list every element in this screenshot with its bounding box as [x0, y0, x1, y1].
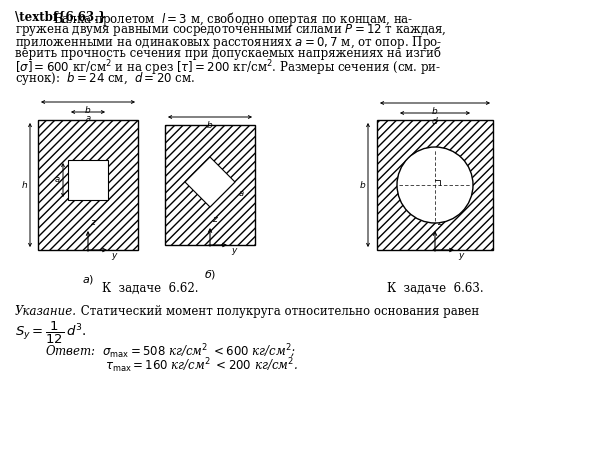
- Text: сунок):  $b = 24$ см,  $d = 20$ см.: сунок): $b = 24$ см, $d = 20$ см.: [15, 70, 195, 87]
- Text: $y$: $y$: [458, 251, 466, 262]
- Text: $d$: $d$: [431, 115, 439, 126]
- Text: гружена двумя равными сосредоточенными силами $P = 12$ т каждая,: гружена двумя равными сосредоточенными с…: [15, 22, 447, 38]
- Text: $h$: $h$: [21, 180, 28, 190]
- Text: $b$: $b$: [359, 180, 366, 190]
- Text: $a$: $a$: [238, 190, 245, 198]
- Bar: [68, 160, 108, 200]
- Text: Ответ:  $\sigma_{\mathrm{max}} = 508$ кг/см$^2$ $< 600$ кг/см$^2$;: Ответ: $\sigma_{\mathrm{max}} = 508$ кг/…: [45, 342, 296, 361]
- Text: К  задаче  6.62.: К задаче 6.62.: [101, 282, 198, 295]
- Text: $S_y = \dfrac{1}{12}\, d^3$.: $S_y = \dfrac{1}{12}\, d^3$.: [15, 320, 87, 346]
- Text: $a$: $a$: [85, 114, 91, 123]
- Text: $[\sigma] = 600$ кг/см$^2$ и на срез $[\tau] = 200$ кг/см$^2$. Размеры сечения (: $[\sigma] = 600$ кг/см$^2$ и на срез $[\…: [15, 58, 441, 78]
- Bar: [38, 120, 138, 250]
- Text: $y$: $y$: [111, 251, 119, 262]
- Text: Балка пролетом  $l = 3$ м, свободно опертая по концам, на-: Балка пролетом $l = 3$ м, свободно оперт…: [53, 10, 414, 28]
- Text: $b$: $b$: [84, 104, 91, 115]
- Polygon shape: [185, 157, 235, 207]
- Text: $a)$: $a)$: [82, 273, 94, 286]
- Text: $b$: $b$: [206, 119, 214, 130]
- Text: $б)$: $б)$: [204, 268, 216, 281]
- Text: $z$: $z$: [437, 218, 444, 227]
- Text: \textbf{6.63.}: \textbf{6.63.}: [15, 10, 106, 23]
- Bar: [165, 125, 255, 245]
- Text: $z$: $z$: [212, 215, 219, 224]
- Text: верить прочность сечения при допускаемых напряжениях на изгиб: верить прочность сечения при допускаемых…: [15, 46, 441, 59]
- Bar: [38, 120, 138, 250]
- Circle shape: [397, 147, 473, 223]
- Bar: [377, 120, 493, 250]
- Text: К  задаче  6.63.: К задаче 6.63.: [386, 282, 483, 295]
- Text: $a$: $a$: [54, 176, 61, 184]
- Text: $\tau_{\mathrm{max}} = 160$ кг/см$^2$ $< 200$ кг/см$^2$.: $\tau_{\mathrm{max}} = 160$ кг/см$^2$ $<…: [105, 356, 298, 375]
- Text: приложенными на одинаковых расстояниях $a = 0,7$ м, от опор. Про-: приложенными на одинаковых расстояниях $…: [15, 34, 442, 51]
- Text: $b$: $b$: [431, 105, 438, 116]
- Text: $z$: $z$: [90, 218, 97, 227]
- Bar: [377, 120, 493, 250]
- Text: $y$: $y$: [231, 246, 238, 257]
- Text: Указание.: Указание.: [15, 305, 77, 318]
- Text: Статический момент полукруга относительно основания равен: Статический момент полукруга относительн…: [77, 305, 479, 318]
- Bar: [165, 125, 255, 245]
